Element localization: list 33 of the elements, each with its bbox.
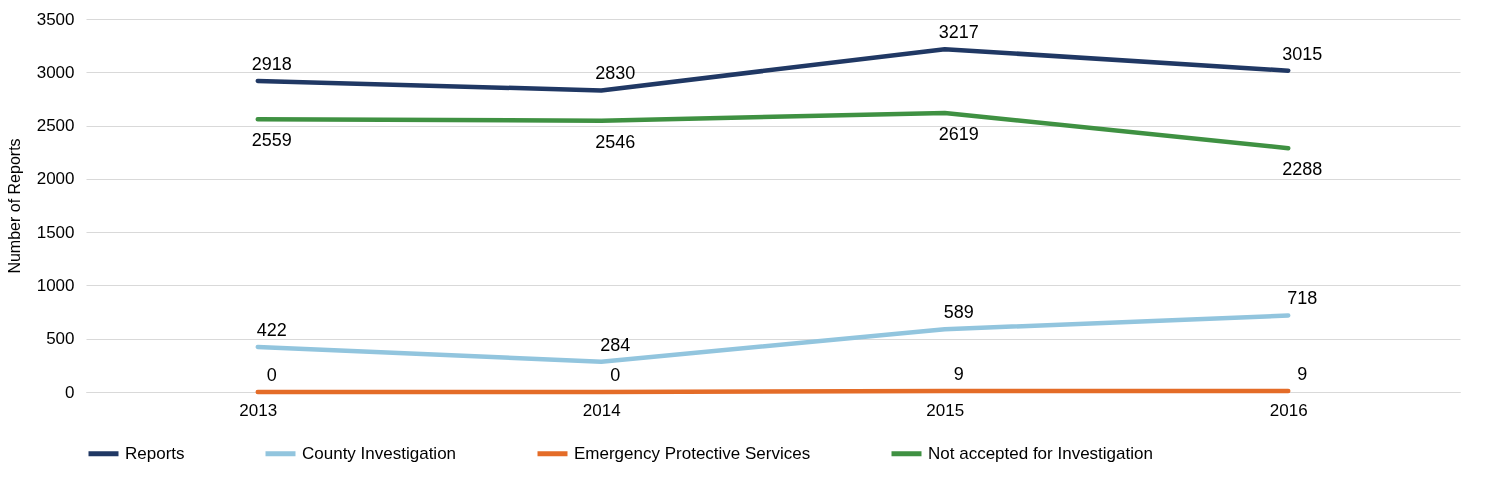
data-label: 0 <box>266 365 277 385</box>
y-tick-label: 3000 <box>36 62 75 82</box>
y-tick-label: 2500 <box>36 116 75 136</box>
data-label: 2830 <box>595 63 636 84</box>
data-label: 718 <box>1287 288 1318 309</box>
data-label: 284 <box>600 334 631 355</box>
y-tick-label: 0 <box>65 382 75 402</box>
y-tick-label: 1000 <box>36 275 75 295</box>
legend-label: Not accepted for Investigation <box>928 443 1153 463</box>
data-label: 3015 <box>1282 43 1323 64</box>
data-label: 3217 <box>938 22 979 43</box>
y-tick-label: 3500 <box>36 9 75 29</box>
y-tick-label: 1500 <box>36 222 75 242</box>
y-tick-label: 2000 <box>36 169 75 189</box>
data-label: 589 <box>943 302 974 323</box>
x-tick-label: 2014 <box>582 400 621 420</box>
x-tick-label: 2013 <box>239 400 278 420</box>
data-label: 422 <box>256 320 287 341</box>
data-label: 2918 <box>251 54 292 75</box>
data-label: 9 <box>1297 364 1308 385</box>
y-axis-title: Number of Reports <box>5 138 23 274</box>
x-tick-label: 2016 <box>1269 400 1308 420</box>
legend-label: Reports <box>125 443 185 463</box>
data-label: 9 <box>953 364 964 385</box>
data-label: 0 <box>610 365 621 385</box>
legend-label: Emergency Protective Services <box>574 443 811 463</box>
data-label: 2559 <box>251 130 292 151</box>
data-label: 2619 <box>938 123 979 144</box>
x-tick-label: 2015 <box>926 400 965 420</box>
data-label: 2546 <box>595 131 636 152</box>
legend-label: County Investigation <box>302 443 457 463</box>
y-tick-label: 500 <box>46 329 75 349</box>
data-label: 2288 <box>1282 159 1323 180</box>
